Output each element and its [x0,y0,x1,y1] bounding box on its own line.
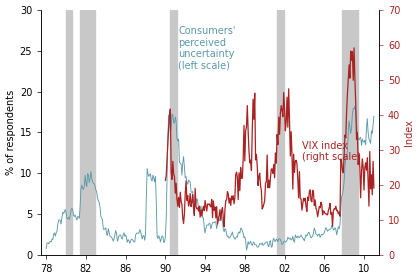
Y-axis label: % of respondents: % of respondents [5,90,16,175]
Y-axis label: Index: Index [404,119,415,146]
Bar [342,10,358,255]
Text: VIX index
(right scale): VIX index (right scale) [302,141,362,162]
Bar [66,10,72,255]
Bar [171,10,177,255]
Text: Consumers'
perceived
uncertainty
(left scale): Consumers' perceived uncertainty (left s… [178,26,236,71]
Bar [80,10,95,255]
Bar [277,10,284,255]
